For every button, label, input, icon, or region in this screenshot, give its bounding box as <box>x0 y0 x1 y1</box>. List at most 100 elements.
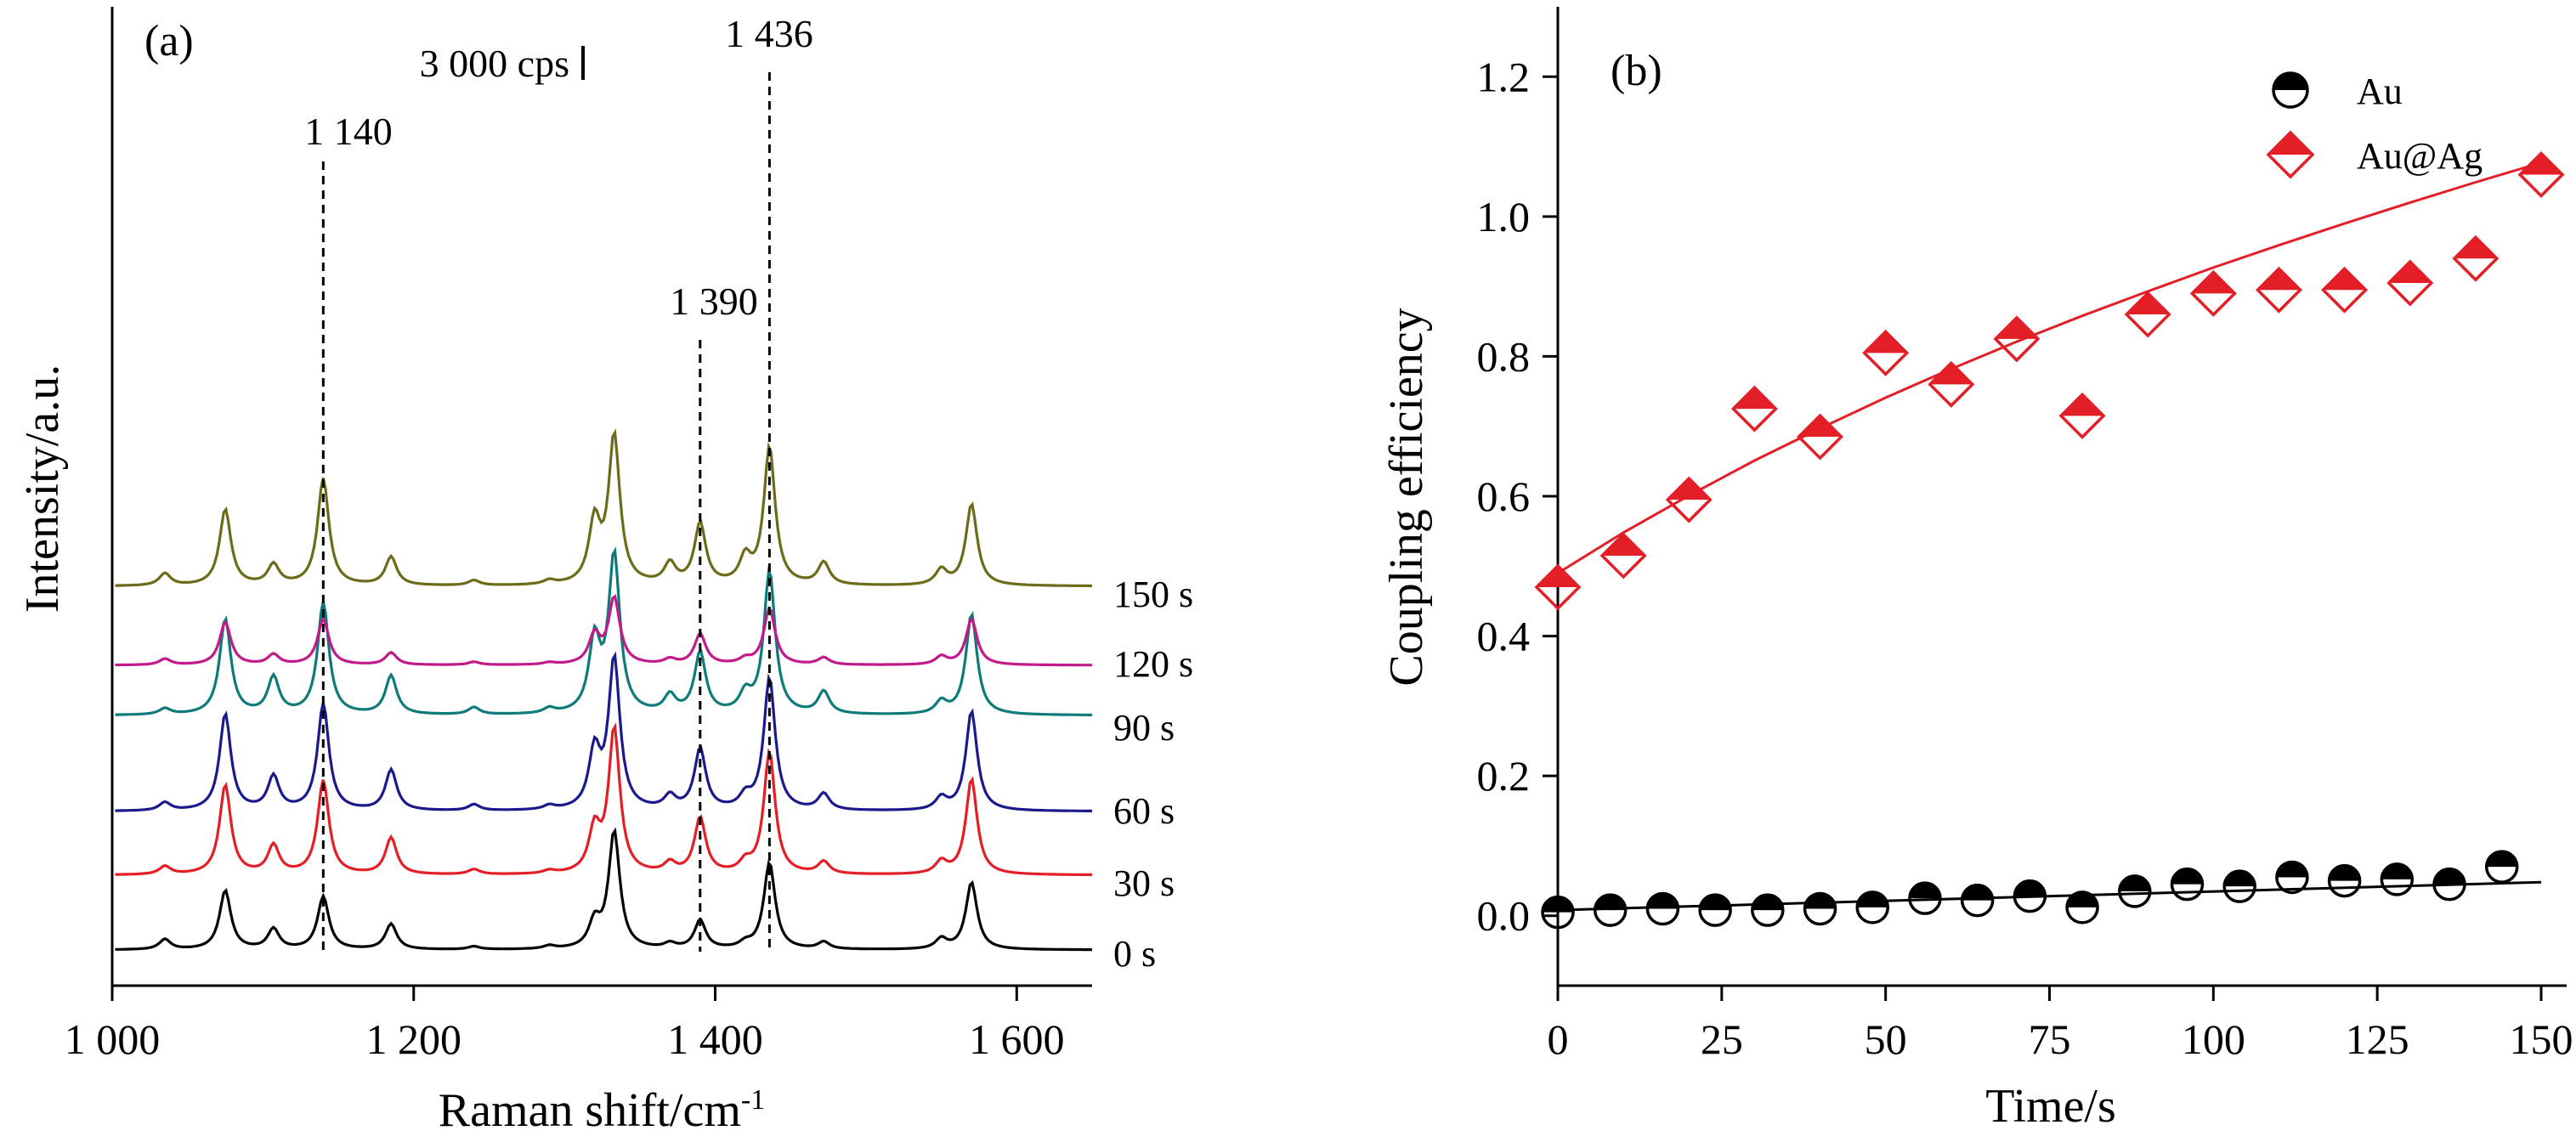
point-au-80-outline <box>2065 890 2099 924</box>
point-au-ag-40-outline <box>1797 413 1844 461</box>
b-x-tick-label-25: 25 <box>1701 1015 1743 1063</box>
point-au-ag-120-fill <box>2323 269 2366 291</box>
point-au-ag-70-fill <box>1995 317 2038 339</box>
point-au-40-fill <box>1804 893 1836 909</box>
x-tick-label-1400: 1 400 <box>667 1015 763 1063</box>
point-au-ag-120 <box>2321 266 2369 314</box>
point-au-144 <box>2484 850 2519 884</box>
point-au-56 <box>1908 881 1942 915</box>
legend: Au Au@Ag <box>2266 71 2483 179</box>
legend-symbol-au-ag-outline <box>2266 130 2315 179</box>
fit-au-ag <box>1557 161 2542 574</box>
point-au-ag-50-fill <box>1864 331 1907 353</box>
series-label-0-s: 0 s <box>1113 933 1156 975</box>
point-au-ag-60-outline <box>1928 360 1975 408</box>
point-au-ag-70 <box>1993 315 2041 363</box>
scale-bar-label: 3 000 cps <box>420 42 569 85</box>
peak-label-1-390: 1 390 <box>670 280 758 323</box>
spectrum-60-s <box>115 651 1092 812</box>
point-au-136-fill <box>2434 868 2466 885</box>
b-x-tick-label-125: 125 <box>2346 1015 2409 1063</box>
point-au-48 <box>1855 890 1889 924</box>
point-au-ag-30-outline <box>1730 385 1778 432</box>
x-tick-label-1000: 1 000 <box>65 1015 161 1063</box>
point-au-ag-100-fill <box>2192 272 2235 294</box>
point-au-80 <box>2065 890 2099 924</box>
peak-label-1-140: 1 140 <box>304 110 393 153</box>
b-y-tick-label-0: 0.0 <box>1477 892 1531 940</box>
point-au-56-fill <box>1909 883 1940 899</box>
point-au-104-outline <box>2222 869 2256 903</box>
point-au-16-fill <box>1647 893 1679 909</box>
point-au-96 <box>2170 867 2205 902</box>
series-label-60-s: 60 s <box>1113 790 1175 832</box>
panel-a-x-axis-label: Raman shift/cm-1 <box>439 1084 765 1137</box>
point-au-ag-140-fill <box>2454 237 2497 259</box>
point-au-ag-120-outline <box>2321 266 2369 314</box>
panel-a-x-axis-label-sup: -1 <box>741 1084 765 1116</box>
panel-a-peak-markers <box>321 72 771 952</box>
x-tick-label-1600: 1 600 <box>969 1015 1065 1063</box>
peak-label-1-436: 1 436 <box>725 12 813 55</box>
point-au-ag-140-outline <box>2452 235 2500 282</box>
point-au-88 <box>2118 874 2152 908</box>
point-au-120-fill <box>2329 865 2360 881</box>
point-au-136 <box>2432 867 2466 902</box>
point-au-96-outline <box>2170 867 2205 902</box>
point-au-48-outline <box>1855 890 1889 924</box>
panel-b-ticks: 0 25 50 75 100 125 150 0.0 0.2 0.4 0.6 0.8 1.0 1.2 <box>1477 53 2573 1063</box>
point-au-8-fill <box>1594 895 1626 911</box>
point-au-144-outline <box>2484 850 2519 884</box>
panel-b-label: (b) <box>1611 47 1662 95</box>
point-au-40-outline <box>1803 891 1837 926</box>
x-tick-label-1200: 1 200 <box>366 1015 462 1063</box>
point-au-ag-100-outline <box>2189 269 2237 317</box>
point-au-112-fill <box>2276 862 2307 878</box>
b-x-tick-label-0: 0 <box>1548 1015 1569 1063</box>
point-au-ag-150-fill <box>2520 153 2562 175</box>
panel-b-y-axis-label: Coupling efficiency <box>1380 308 1433 686</box>
point-au-112 <box>2275 860 2309 895</box>
point-au-80-fill <box>2067 891 2098 907</box>
point-au-32-outline <box>1751 893 1785 927</box>
point-au-ag-80-fill <box>2061 394 2104 416</box>
legend-label-au-ag: Au@Ag <box>2357 135 2483 177</box>
b-x-tick-label-100: 100 <box>2182 1015 2245 1063</box>
panel-a-raman-spectra: 1 000 1 200 1 400 1 600 1 140 1 390 1 436 0 s 3… <box>16 7 1193 1137</box>
point-au-ag-150 <box>2517 151 2565 198</box>
point-au-ag-60-fill <box>1929 363 1973 385</box>
point-au-ag-10-fill <box>1602 534 1645 556</box>
point-au-128 <box>2380 862 2415 896</box>
point-au-128-outline <box>2380 862 2415 896</box>
point-au-ag-10-outline <box>1599 532 1647 579</box>
point-au-ag-0-fill <box>1537 565 1579 587</box>
point-au-88-fill <box>2119 875 2150 891</box>
point-au-64-fill <box>1962 885 1993 901</box>
point-au-ag-10 <box>1599 532 1647 579</box>
point-au-ag-0 <box>1534 563 1582 611</box>
point-au-32 <box>1751 893 1785 927</box>
legend-symbol-au-outline <box>2272 71 2309 109</box>
point-au-48-fill <box>1857 891 1888 907</box>
point-au-ag-140 <box>2452 235 2500 282</box>
legend-symbol-au-fill <box>2273 73 2307 90</box>
panel-b-x-axis-label: Time/s <box>1985 1080 2116 1133</box>
point-au-0 <box>1541 895 1575 930</box>
point-au-72-outline <box>2013 879 2047 913</box>
point-au-40 <box>1803 891 1837 926</box>
point-au-104-fill <box>2224 871 2256 887</box>
point-au-ag-50-outline <box>1862 329 1910 376</box>
point-au-ag-30 <box>1730 385 1778 432</box>
point-au-ag-130-outline <box>2386 259 2434 307</box>
spectrum-120-s <box>115 594 1092 667</box>
point-au-16-outline <box>1645 891 1680 926</box>
point-au-120-outline <box>2327 863 2362 898</box>
legend-symbol-au-ag-fill <box>2268 133 2313 155</box>
point-au-112-outline <box>2275 860 2309 895</box>
point-au-ag-110 <box>2255 266 2302 314</box>
series-label-30-s: 30 s <box>1113 862 1175 904</box>
point-au-ag-0-outline <box>1534 563 1582 611</box>
panel-a-x-axis-label-base: Raman shift/cm <box>439 1084 741 1137</box>
b-y-tick-label-6: 1.2 <box>1477 53 1531 100</box>
